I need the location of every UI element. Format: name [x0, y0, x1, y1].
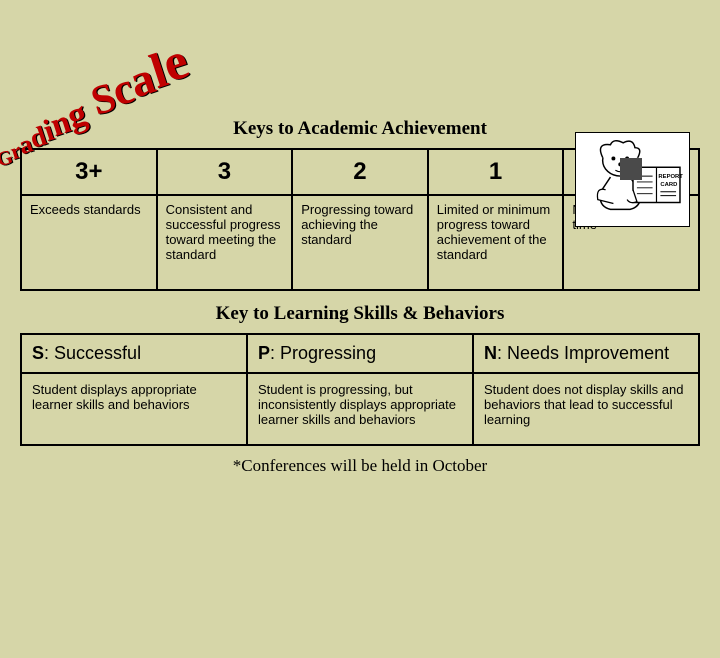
- skills-header: P: Progressing: [247, 334, 473, 373]
- skills-label: Progressing: [280, 343, 376, 363]
- academic-desc: Progressing toward achieving the standar…: [292, 195, 428, 290]
- academic-desc: Limited or minimum progress toward achie…: [428, 195, 564, 290]
- academic-header: 2: [292, 149, 428, 195]
- skills-header: N: Needs Improvement: [473, 334, 699, 373]
- skills-key: S: [32, 343, 44, 363]
- skills-header: S: Successful: [21, 334, 247, 373]
- skills-key: P: [258, 343, 270, 363]
- blank-square-icon: [620, 158, 642, 180]
- skills-desc: Student is progressing, but inconsistent…: [247, 373, 473, 445]
- footnote: *Conferences will be held in October: [0, 456, 720, 476]
- academic-header-blank: [563, 149, 699, 195]
- table-row: Student displays appropriate learner ski…: [21, 373, 699, 445]
- skills-table: S: Successful P: Progressing N: Needs Im…: [20, 333, 700, 446]
- skills-desc: Student displays appropriate learner ski…: [21, 373, 247, 445]
- section2-title: Key to Learning Skills & Behaviors: [0, 303, 720, 325]
- skills-label: Needs Improvement: [507, 343, 669, 363]
- academic-desc: Consistent and successful progress towar…: [157, 195, 293, 290]
- skills-key: N: [484, 343, 497, 363]
- table-header-row: 3+ 3 2 1: [21, 149, 699, 195]
- academic-desc: Exceeds standards: [21, 195, 157, 290]
- table-header-row: S: Successful P: Progressing N: Needs Im…: [21, 334, 699, 373]
- academic-header: 1: [428, 149, 564, 195]
- skills-label: Successful: [54, 343, 141, 363]
- skills-desc: Student does not display skills and beha…: [473, 373, 699, 445]
- academic-header: 3: [157, 149, 293, 195]
